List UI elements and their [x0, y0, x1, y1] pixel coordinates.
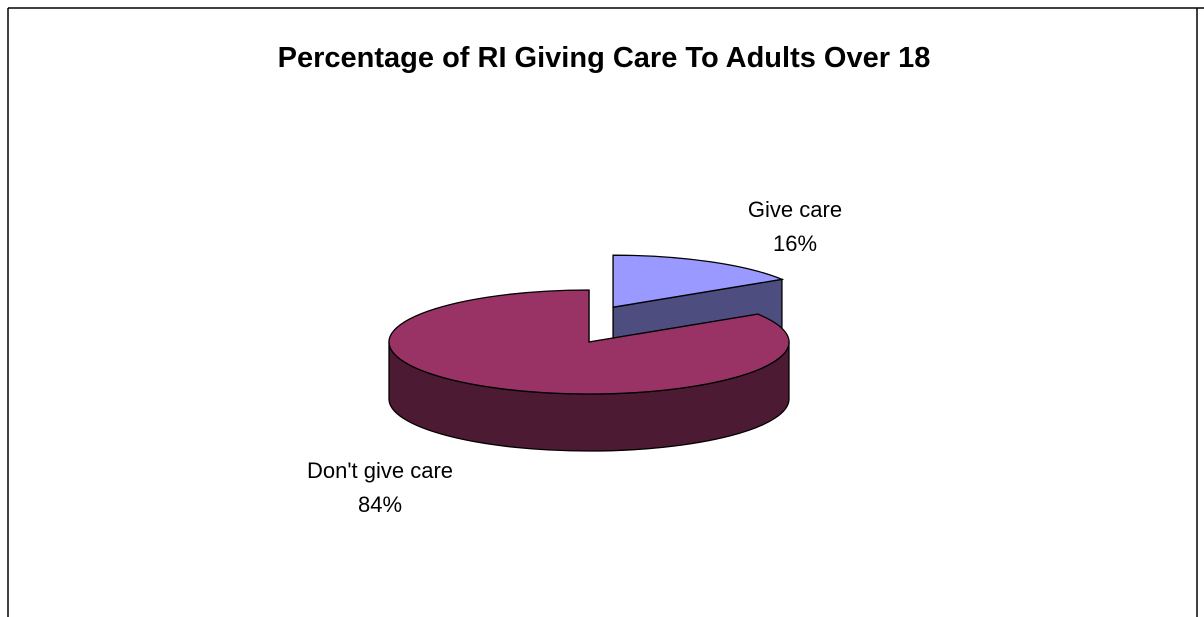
slice-label-1: Don't give care [307, 458, 453, 483]
pie-slice-1 [388, 289, 790, 452]
slice-value-label-0: 16% [773, 231, 817, 256]
pie-slice-0-top [612, 254, 785, 308]
slice-label-0: Give care [748, 197, 842, 222]
slice-value-label-1: 84% [358, 492, 402, 517]
chart-title: Percentage of RI Giving Care To Adults O… [278, 42, 931, 74]
pie-group: Give care 16% Don't give care 84% [307, 197, 842, 517]
pie-slice-1-top [388, 289, 790, 395]
